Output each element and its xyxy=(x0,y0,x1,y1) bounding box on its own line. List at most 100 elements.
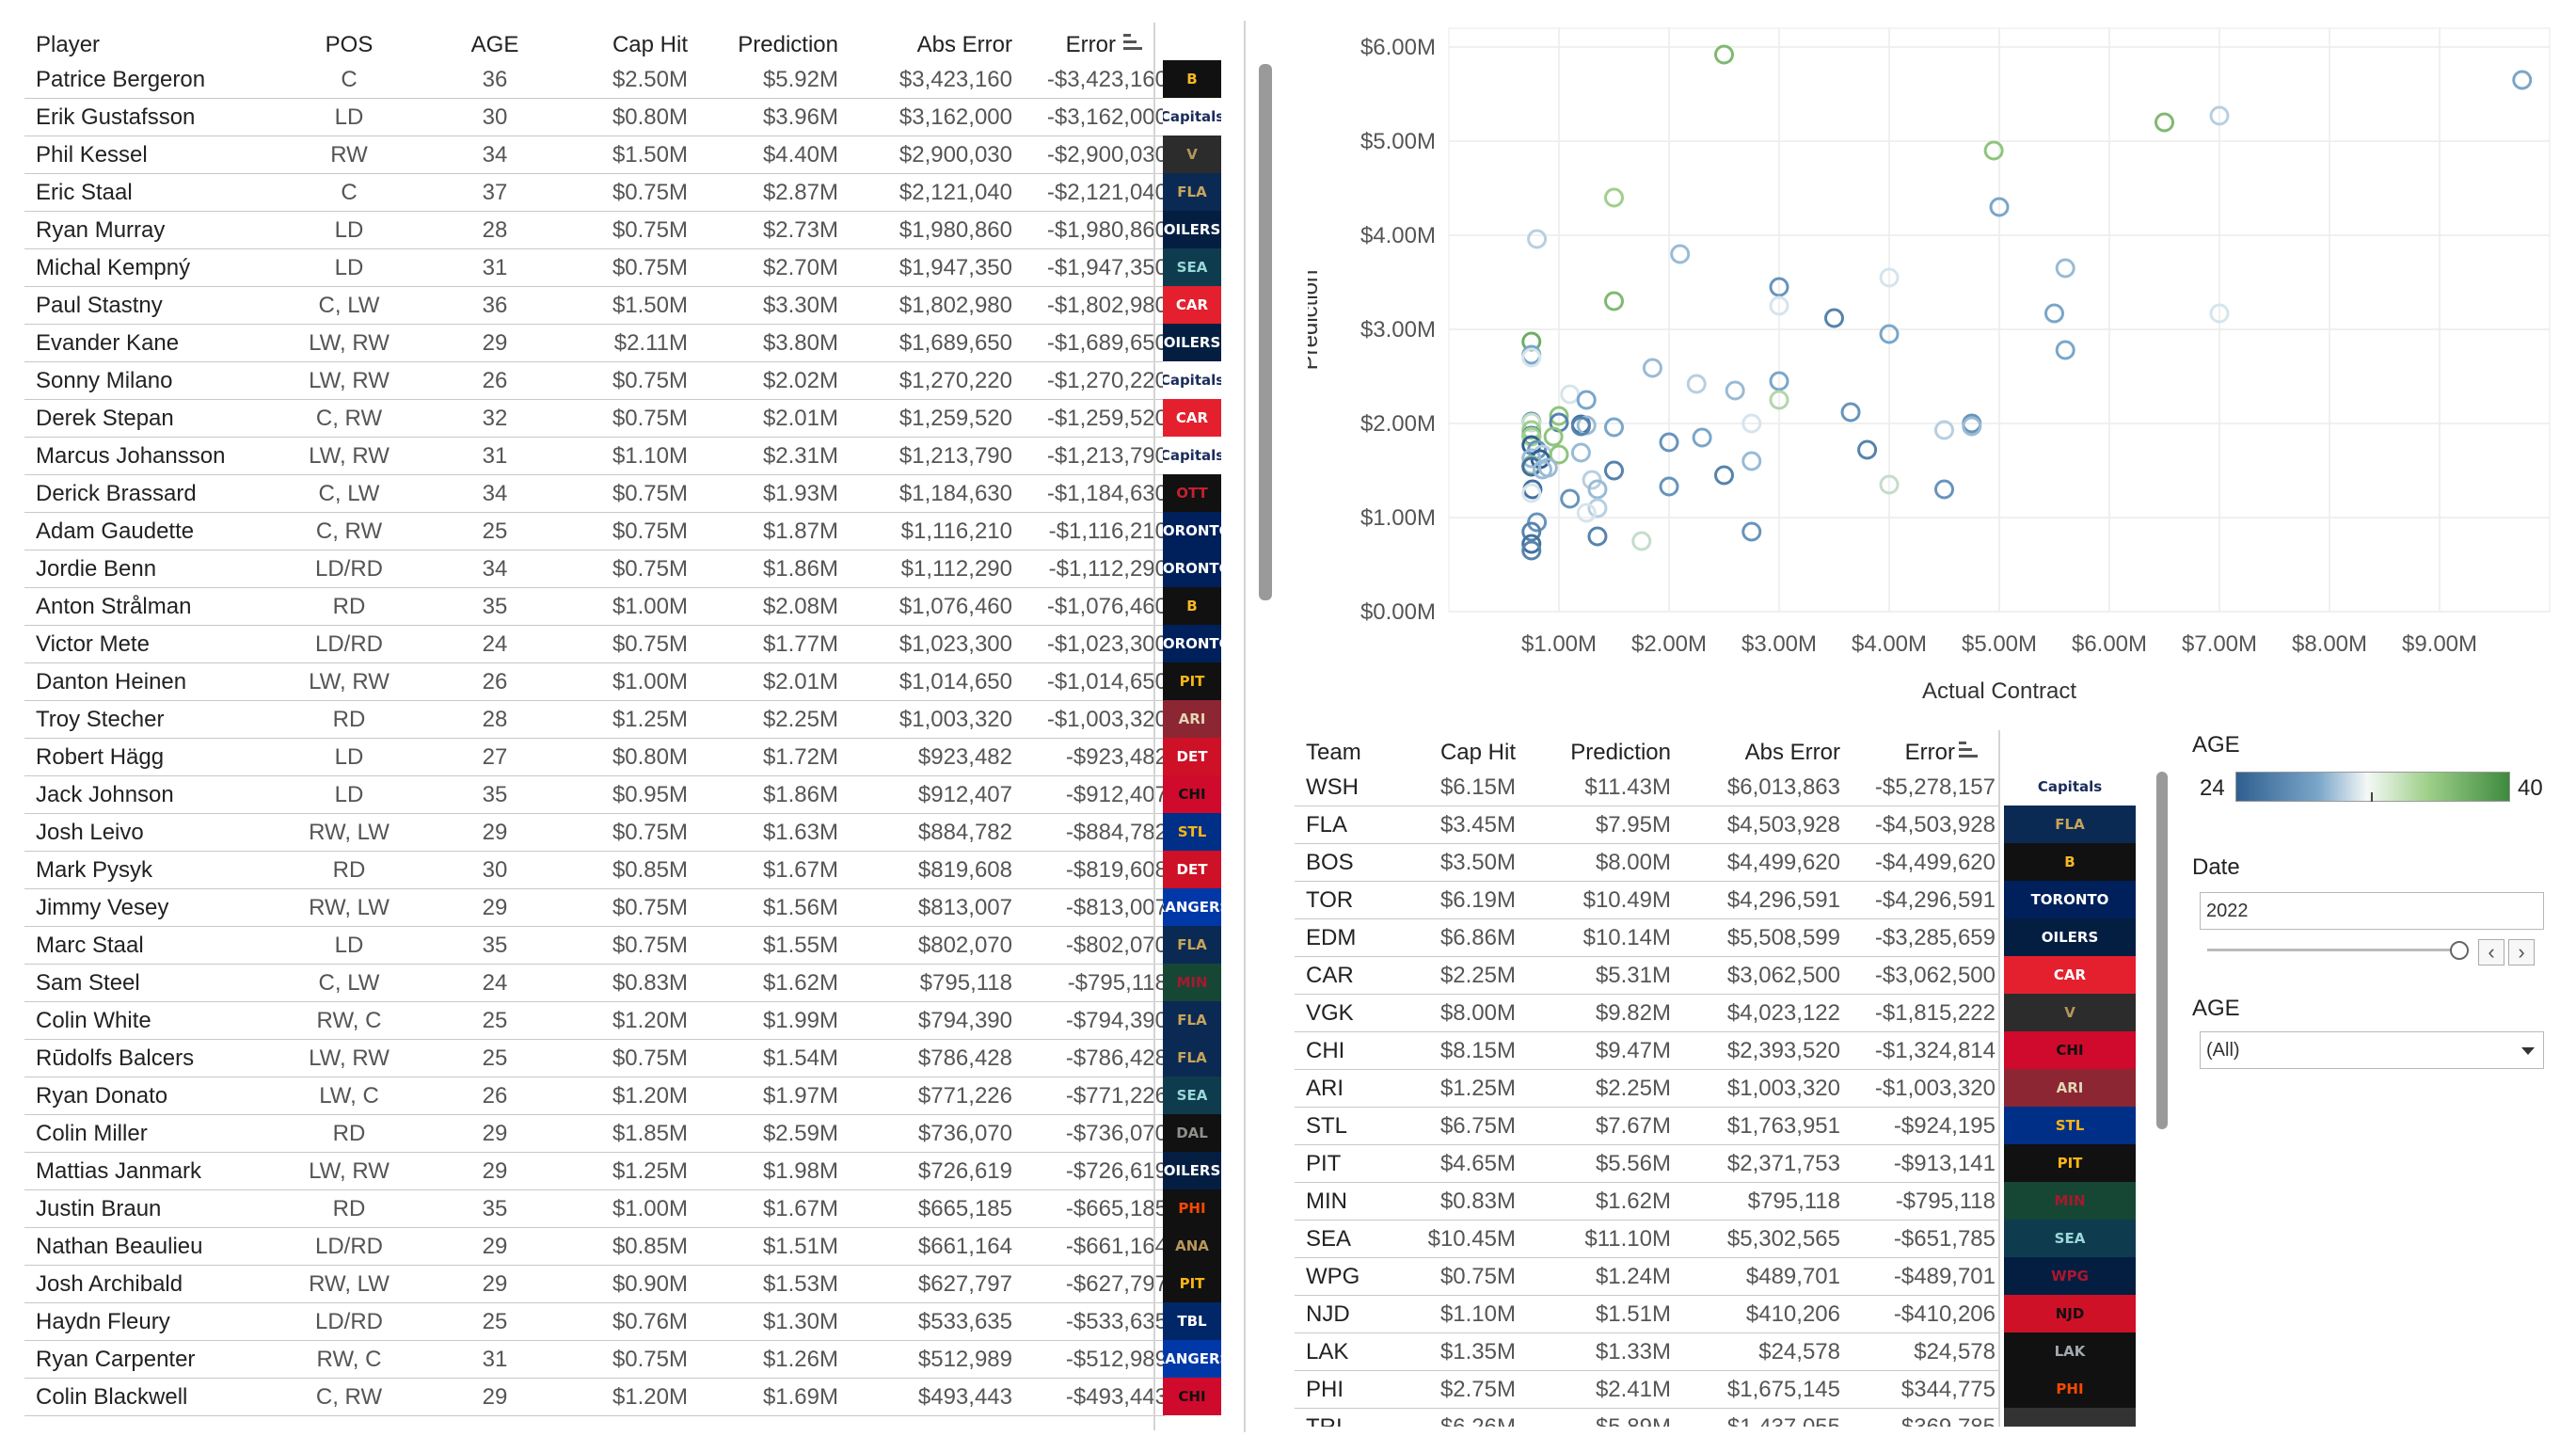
scatter-point[interactable] xyxy=(1570,442,1591,463)
scatter-point[interactable] xyxy=(1857,439,1878,460)
table-row[interactable]: Patrice Bergeron C 36 $2.50M $5.92M $3,423,16… xyxy=(24,60,1221,99)
col-header-error[interactable]: Error xyxy=(1065,32,1116,57)
table-row[interactable]: Josh Archibald RW, LW 29 $0.90M $1.53M $627,7… xyxy=(24,1265,1221,1303)
table-row[interactable]: Colin Miller RD 29 $1.85M $2.59M $736,070 -$73… xyxy=(24,1114,1221,1153)
scatter-point[interactable] xyxy=(1879,324,1900,344)
team-table-row[interactable]: VGK $8.00M $9.82M $4,023,122 -$1,815,222 V xyxy=(1295,994,2136,1032)
table-row[interactable]: Mark Pysyk RD 30 $0.85M $1.67M $819,608 -$819,… xyxy=(24,851,1221,889)
scatter-point[interactable] xyxy=(1521,483,1542,503)
team-table-row[interactable]: TOR $6.19M $10.49M $4,296,591 -$4,296,591 TOR… xyxy=(1295,881,2136,919)
scatter-point[interactable] xyxy=(1521,347,1542,368)
table-row[interactable]: Eric Staal C 37 $0.75M $2.87M $2,121,040 -$2,1… xyxy=(24,173,1221,212)
scatter-point[interactable] xyxy=(2044,303,2064,324)
age-filter-select[interactable]: (All) xyxy=(2200,1031,2544,1069)
scatter-point[interactable] xyxy=(1576,390,1597,410)
scatter-point[interactable] xyxy=(1631,531,1652,551)
table-row[interactable]: Jimmy Vesey RW, LW 29 $0.75M $1.56M $813,007 -… xyxy=(24,888,1221,927)
scatter-point[interactable] xyxy=(1543,426,1564,447)
table-row[interactable]: Haydn Fleury LD/RD 25 $0.76M $1.30M $533,635 -… xyxy=(24,1302,1221,1341)
table-row[interactable]: Josh Leivo RW, LW 29 $0.75M $1.63M $884,782 -$… xyxy=(24,813,1221,852)
scatter-point[interactable] xyxy=(1879,267,1900,288)
date-slider-track[interactable] xyxy=(2207,949,2454,951)
table-row[interactable]: Robert Hägg LD 27 $0.80M $1.72M $923,482 -$923… xyxy=(24,738,1221,776)
team-table-row[interactable]: WSH $6.15M $11.43M $6,013,863 -$5,278,157 Cap… xyxy=(1295,768,2136,806)
scatter-point[interactable] xyxy=(1670,244,1691,264)
col-header-cap-hit[interactable]: Cap Hit xyxy=(612,32,688,57)
team-table-row[interactable]: SEA $10.45M $11.10M $5,302,565 -$651,785 SEA xyxy=(1295,1220,2136,1258)
scatter-point[interactable] xyxy=(1934,420,1954,440)
scatter-point[interactable] xyxy=(1934,479,1954,500)
scatter-point[interactable] xyxy=(1604,187,1624,208)
table-row[interactable]: Colin Blackwell C, RW 29 $1.20M $1.69M $493,4… xyxy=(24,1378,1221,1416)
table-row[interactable]: Ryan Donato LW, C 26 $1.20M $1.97M $771,226 -$… xyxy=(24,1077,1221,1115)
date-input[interactable]: 2022 xyxy=(2200,892,2544,930)
scatter-point[interactable] xyxy=(1521,448,1542,469)
col-header-pos[interactable]: POS xyxy=(325,32,374,57)
sort-descending-icon[interactable] xyxy=(1123,34,1146,55)
scatter-point[interactable] xyxy=(1521,534,1542,554)
date-next-button[interactable]: › xyxy=(2508,939,2535,965)
scatter-point[interactable] xyxy=(2512,70,2533,90)
col-header-age[interactable]: AGE xyxy=(470,32,519,57)
scatter-point[interactable] xyxy=(1560,384,1581,405)
scatter-point[interactable] xyxy=(1521,521,1542,542)
scatter-point[interactable] xyxy=(1604,417,1624,438)
table-row[interactable]: Phil Kessel RW 34 $1.50M $4.40M $2,900,030 -$2… xyxy=(24,136,1221,174)
scatter-point[interactable] xyxy=(1532,459,1552,480)
scatter-point[interactable] xyxy=(2209,303,2230,324)
scatter-point[interactable] xyxy=(1659,476,1679,497)
col-header-team-prediction[interactable]: Prediction xyxy=(1570,740,1671,765)
table-row[interactable]: Sam Steel C, LW 24 $0.83M $1.62M $795,118 -$79… xyxy=(24,964,1221,1002)
scatter-point[interactable] xyxy=(1604,291,1624,311)
scatter-point[interactable] xyxy=(1604,460,1624,481)
col-header-team-cap-hit[interactable]: Cap Hit xyxy=(1439,740,1516,765)
scatter-point[interactable] xyxy=(2209,105,2230,126)
table-row[interactable]: Marcus Johansson LW, RW 31 $1.10M $2.31M $1,2… xyxy=(24,437,1221,475)
col-header-player[interactable]: Player xyxy=(36,32,101,57)
table-row[interactable]: Marc Staal LD 35 $0.75M $1.55M $802,070 -$802,… xyxy=(24,926,1221,965)
scatter-point[interactable] xyxy=(1642,358,1662,378)
team-table-row[interactable]: MIN $0.83M $1.62M $795,118 -$795,118 MIN xyxy=(1295,1182,2136,1221)
scatter-point[interactable] xyxy=(1725,380,1745,401)
scatter-point[interactable] xyxy=(1962,416,1982,437)
team-table-row[interactable]: CHI $8.15M $9.47M $2,393,520 -$1,324,814 CHI xyxy=(1295,1031,2136,1070)
table-row[interactable]: Anton Strålman RD 35 $1.00M $2.08M $1,076,460… xyxy=(24,587,1221,626)
scatter-point[interactable] xyxy=(2155,112,2174,133)
scatter-point[interactable] xyxy=(1769,371,1789,391)
col-header-prediction[interactable]: Prediction xyxy=(738,32,838,57)
scatter-point[interactable] xyxy=(1983,140,2004,161)
scatter-point[interactable] xyxy=(2055,258,2075,279)
team-table-row[interactable]: FLA $3.45M $7.95M $4,503,928 -$4,503,928 FLA xyxy=(1295,806,2136,844)
scatter-point[interactable] xyxy=(1587,498,1608,519)
scatter-point[interactable] xyxy=(1521,412,1542,433)
scatter-point[interactable] xyxy=(1741,451,1762,471)
team-sort-descending-icon[interactable] xyxy=(1959,742,1981,762)
team-table-row[interactable]: WPG $0.75M $1.24M $489,701 -$489,701 WPG xyxy=(1295,1257,2136,1296)
col-header-team-error[interactable]: Error xyxy=(1904,740,1955,765)
table-row[interactable]: Jack Johnson LD 35 $0.95M $1.86M $912,407 -$91… xyxy=(24,775,1221,814)
col-header-abs-error[interactable]: Abs Error xyxy=(916,32,1012,57)
table-row[interactable]: Colin White RW, C 25 $1.20M $1.99M $794,390 -$… xyxy=(24,1001,1221,1040)
scatter-point[interactable] xyxy=(1521,420,1542,440)
scatter-point[interactable] xyxy=(1549,406,1569,426)
scatter-point[interactable] xyxy=(1741,413,1762,434)
team-table-row[interactable]: CAR $2.25M $5.31M $3,062,500 -$3,062,500 CAR xyxy=(1295,956,2136,995)
table-row[interactable]: Rūdolfs Balcers LW, RW 25 $0.75M $1.54M $786,… xyxy=(24,1039,1221,1077)
scatter-point[interactable] xyxy=(1686,374,1707,394)
scatter-point[interactable] xyxy=(1527,229,1548,249)
team-table-row[interactable]: BOS $3.50M $8.00M $4,499,620 -$4,499,620 B xyxy=(1295,843,2136,882)
scatter-point[interactable] xyxy=(1714,44,1734,65)
player-scrollbar-thumb[interactable] xyxy=(1259,64,1272,600)
scatter-point[interactable] xyxy=(1714,465,1734,486)
team-table-row[interactable]: EDM $6.86M $10.14M $5,508,599 -$3,285,659 OIL… xyxy=(1295,918,2136,957)
table-row[interactable]: Justin Braun RD 35 $1.00M $1.67M $665,185 -$66… xyxy=(24,1189,1221,1228)
team-table-row[interactable]: PHI $2.75M $2.41M $1,675,145 $344,775 PHI xyxy=(1295,1370,2136,1409)
table-row[interactable]: Derek Stepan C, RW 32 $0.75M $2.01M $1,259,52… xyxy=(24,399,1221,438)
scatter-point[interactable] xyxy=(1769,390,1789,410)
scatter-point[interactable] xyxy=(1769,277,1789,297)
scatter-point[interactable] xyxy=(1521,540,1542,561)
table-row[interactable]: Michal Kempný LD 31 $0.75M $2.70M $1,947,350 -… xyxy=(24,248,1221,287)
team-table-row[interactable]: TRI $6.26M $5.89M $1,437,055 $369,785 xyxy=(1295,1408,2136,1427)
chevron-down-icon[interactable] xyxy=(2521,1047,2535,1055)
team-table-row[interactable]: LAK $1.35M $1.33M $24,578 $24,578 LAK xyxy=(1295,1332,2136,1371)
